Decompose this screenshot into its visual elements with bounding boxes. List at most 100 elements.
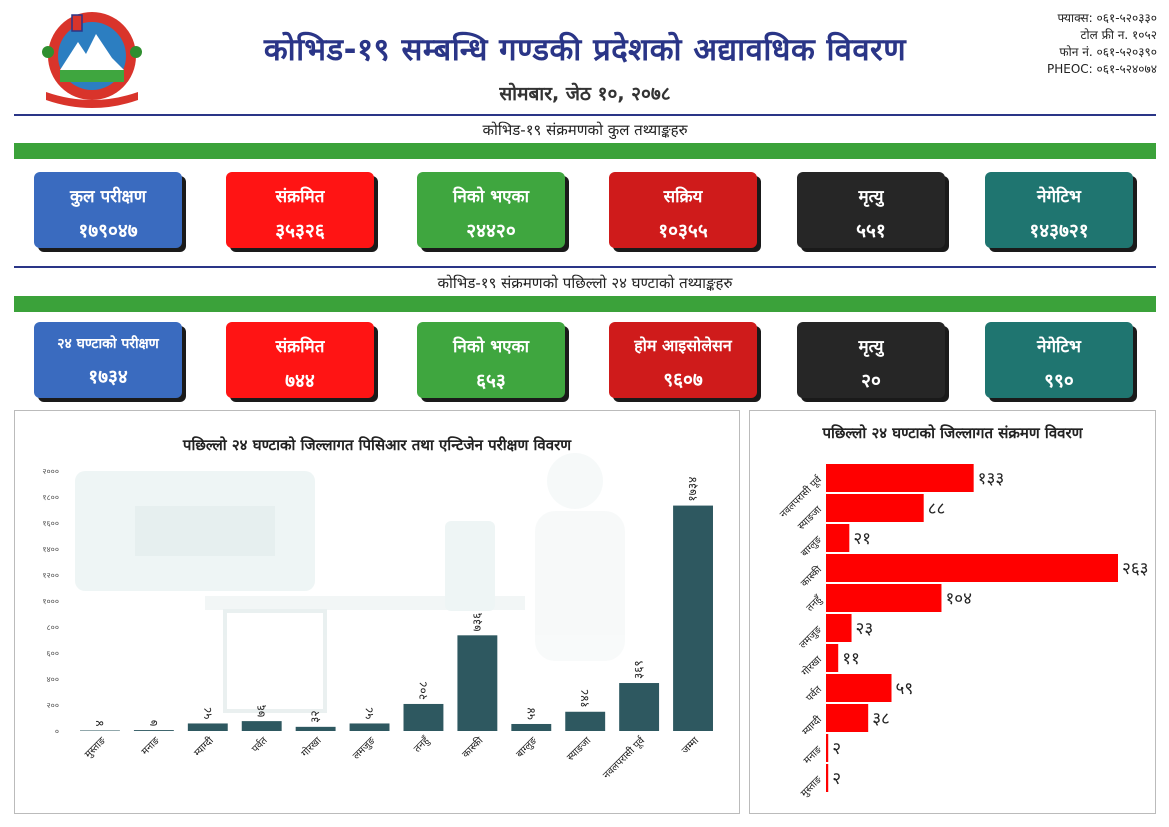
card-value: २४४२०	[466, 220, 516, 242]
total-negative-card: नेगेटिभ १४३७२१	[985, 172, 1133, 248]
data-label: २०८	[416, 681, 430, 700]
data-label: ४	[92, 720, 106, 726]
district-tests-chart: ० २०० ४०० ६०० ८०० १००० १२०० १४०० १६०० १८०० २००० ४ म…	[42, 453, 713, 781]
bar	[826, 614, 852, 642]
x-tick-label: मुस्ताङ	[83, 735, 109, 761]
bar	[826, 644, 839, 672]
data-label: १०४	[945, 589, 972, 609]
data-label: ५९	[896, 679, 914, 699]
data-label: ७३६	[470, 613, 484, 632]
data-label: २१	[853, 529, 871, 549]
contact-info: फ्याक्स: ०६१-५२०३३० टोल फ्री न. १०५२ फोन…	[957, 10, 1157, 78]
y-tick-label: ६००	[47, 649, 59, 658]
district-tests-chart-title: पछिल्लो २४ घण्टाको जिल्लागत पिसिआर तथा ए…	[182, 436, 572, 454]
report-date: सोमबार, जेठ १०, २०७८	[499, 83, 671, 105]
total-active-card: सक्रिय १०३५५	[609, 172, 757, 248]
bar	[241, 721, 282, 731]
total-tests-card: कुल परीक्षण १७९०४७	[34, 172, 182, 248]
data-label: २	[832, 769, 841, 789]
bar	[511, 723, 552, 731]
data-label: ८८	[928, 499, 946, 519]
header-divider	[14, 114, 1156, 116]
toll-free-number: टोल फ्री न. १०५२	[1080, 28, 1157, 42]
x-tick-label: पर्वत	[249, 734, 270, 755]
card-label: २४ घण्टाको परीक्षण	[57, 336, 159, 352]
last24-infected-card: संक्रमित ७४४	[226, 322, 374, 398]
bar	[295, 726, 336, 731]
card-label: निको भएका	[452, 337, 530, 357]
x-tick-label: जम्मा	[680, 735, 701, 756]
x-tick-label: बाग्लुङ	[514, 735, 539, 760]
data-label: १३३	[978, 469, 1005, 489]
data-label: २६३	[1122, 559, 1149, 579]
card-label: नेगेटिभ	[1037, 187, 1081, 207]
bar	[457, 635, 498, 731]
x-tick-label: तनहुँ	[411, 734, 433, 756]
page-title: कोभिड-१९ सम्बन्धि गण्डकी प्रदेशको अद्याव…	[263, 32, 907, 68]
total-deaths-card: मृत्यु ५५१	[797, 172, 945, 248]
data-label: ३६९	[632, 660, 646, 679]
bar	[565, 711, 606, 731]
bar	[349, 723, 390, 731]
total-section-title: कोभिड-१९ संक्रमणको कुल तथ्याङ्कहरु	[482, 121, 688, 139]
district-infections-chart-panel: पछिल्लो २४ घण्टाको जिल्लागत संक्रमण विवर…	[749, 410, 1156, 814]
card-label: मृत्यु	[858, 187, 884, 207]
bar	[826, 464, 974, 492]
district-infections-chart-title: पछिल्लो २४ घण्टाको जिल्लागत संक्रमण विवर…	[822, 424, 1083, 442]
y-tick-label: पर्वत	[804, 683, 825, 704]
x-tick-label: लमजुङ	[351, 735, 378, 762]
bar	[826, 494, 924, 522]
y-tick-label: मुस्ताङ	[799, 774, 825, 800]
x-tick-label: मनाङ	[140, 735, 163, 758]
last24-negative-card: नेगेटिभ ९९०	[985, 322, 1133, 398]
card-value: २०	[861, 370, 881, 392]
data-label: ७	[146, 720, 160, 726]
data-label: ७६	[254, 705, 268, 717]
y-tick-label: स्याङजा	[796, 504, 824, 532]
data-label: ३८	[872, 709, 890, 729]
bar	[133, 730, 174, 731]
data-label: १७३४	[686, 477, 700, 502]
nepal-emblem-logo	[42, 12, 142, 108]
x-tick-label: म्याग्दी	[192, 734, 217, 759]
bar	[826, 524, 850, 552]
y-tick-label: गोरखा	[799, 653, 824, 678]
card-label: निको भएका	[452, 187, 530, 207]
lab-illustration-background	[75, 453, 625, 713]
y-tick-label: १४००	[42, 545, 59, 554]
card-value: ७४४	[285, 370, 315, 392]
card-label: मृत्यु	[858, 337, 884, 357]
y-tick-label: १२००	[42, 571, 59, 580]
bar	[619, 683, 660, 731]
bar	[187, 723, 228, 731]
data-label: ५८	[200, 707, 214, 719]
bar	[826, 734, 829, 762]
bar	[826, 764, 829, 792]
card-value: १७९०४७	[78, 220, 138, 242]
card-label: कुल परीक्षण	[70, 187, 146, 207]
x-tick-label: कास्की	[460, 734, 486, 760]
y-tick-label: ४००	[47, 675, 59, 684]
y-tick-label: म्याग्दी	[800, 713, 825, 738]
y-tick-label: बाग्लुङ	[799, 534, 824, 559]
total-infected-card: संक्रमित ३५३२६	[226, 172, 374, 248]
card-value: ९९०	[1044, 370, 1074, 392]
y-tick-label: १८००	[42, 493, 59, 502]
y-axis: ० २०० ४०० ६०० ८०० १००० १२०० १४०० १६०० १८०० २०००	[42, 467, 59, 736]
card-value: ५५१	[856, 220, 886, 242]
data-label: ३२	[308, 710, 322, 722]
y-tick-label: तनहुँ	[804, 593, 826, 615]
card-label: होम आइसोलेसन	[634, 336, 732, 355]
bar	[80, 730, 120, 731]
data-label: ५४	[524, 707, 538, 719]
last24-section-bar	[14, 296, 1156, 312]
y-tick-label: २००	[47, 701, 59, 710]
card-label: संक्रमित	[275, 337, 325, 357]
x-tick-label: गोरखा	[299, 734, 324, 759]
data-label: २३	[856, 619, 874, 639]
card-label: संक्रमित	[275, 187, 325, 207]
data-label: ५८	[362, 707, 376, 719]
last24-tests-card: २४ घण्टाको परीक्षण १७३४	[34, 322, 182, 398]
